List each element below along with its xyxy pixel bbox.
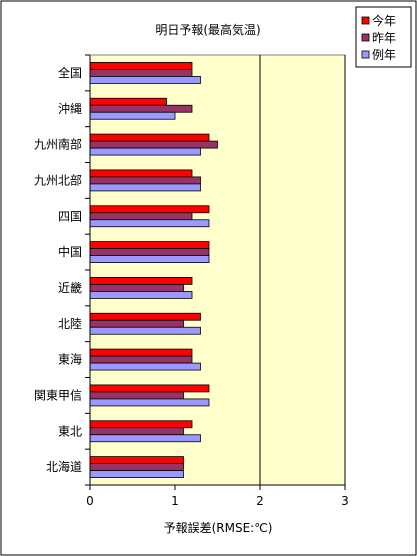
- bar-今年-四国: [89, 205, 210, 214]
- grid-layer: [259, 55, 346, 485]
- bar-昨年-九州南部: [89, 140, 218, 149]
- x-tick-label: 1: [171, 494, 179, 508]
- legend-label-例年: 例年: [372, 48, 396, 62]
- bar-今年-北海道: [89, 456, 184, 464]
- bar-昨年-沖縄: [89, 104, 193, 113]
- category-label: 関東甲信: [34, 388, 82, 402]
- bar-例年-沖縄: [89, 111, 176, 120]
- legend-label-昨年: 昨年: [372, 31, 396, 45]
- bar-今年-関東甲信: [89, 384, 210, 393]
- bar-今年-東北: [89, 420, 193, 429]
- bar-例年-関東甲信: [89, 398, 210, 407]
- chart-title: 明日予報(最高気温): [155, 22, 260, 37]
- bar-例年-九州北部: [89, 183, 201, 192]
- bar-昨年-関東甲信: [89, 391, 184, 400]
- legend-swatch-昨年: [361, 33, 370, 42]
- bar-例年-中国: [89, 255, 210, 263]
- bar-今年-北陸: [89, 312, 201, 321]
- bar-今年-中国: [89, 241, 210, 249]
- bar-昨年-全国: [89, 69, 193, 77]
- category-label: 北海道: [46, 459, 82, 474]
- category-label: 東海: [58, 352, 82, 367]
- x-axis-title: 予報誤差(RMSE:℃): [164, 520, 273, 535]
- x-tick-label: 3: [341, 494, 349, 508]
- category-label: 全国: [58, 65, 82, 80]
- bar-昨年-東海: [89, 355, 193, 364]
- bar-昨年-近畿: [89, 284, 184, 292]
- bar-昨年-北海道: [89, 463, 184, 471]
- plot-area: [89, 54, 346, 486]
- category-label: 四国: [58, 209, 82, 223]
- legend-swatch-例年: [361, 50, 370, 59]
- bar-今年-沖縄: [89, 97, 167, 106]
- bar-今年-全国: [89, 62, 193, 70]
- category-label: 中国: [58, 244, 82, 259]
- x-tick-label: 2: [256, 494, 264, 508]
- bar-今年-九州南部: [89, 133, 210, 142]
- bar-例年-九州南部: [89, 147, 201, 156]
- bar-例年-近畿: [89, 291, 193, 299]
- bar-例年-東海: [89, 362, 201, 371]
- bar-例年-東北: [89, 434, 201, 443]
- category-label: 沖縄: [58, 101, 82, 116]
- bar-今年-東海: [89, 348, 193, 357]
- category-label: 九州北部: [34, 172, 82, 187]
- category-label: 東北: [58, 424, 82, 438]
- bar-例年-北海道: [89, 470, 184, 478]
- bar-昨年-中国: [89, 248, 210, 256]
- bar-昨年-四国: [89, 212, 193, 221]
- legend-swatch-今年: [361, 16, 370, 25]
- bar-今年-九州北部: [89, 169, 193, 178]
- bar-例年-四国: [89, 219, 210, 228]
- x-tick-label: 0: [86, 494, 94, 508]
- bar-昨年-九州北部: [89, 176, 201, 185]
- bar-今年-近畿: [89, 277, 193, 285]
- bar-昨年-北陸: [89, 319, 184, 328]
- category-label: 北陸: [58, 317, 82, 331]
- bar-例年-全国: [89, 76, 201, 84]
- category-label: 九州南部: [34, 137, 82, 152]
- category-label: 近畿: [58, 281, 82, 295]
- legend-label-今年: 今年: [372, 13, 396, 28]
- bar-例年-北陸: [89, 326, 201, 335]
- bar-昨年-東北: [89, 427, 184, 436]
